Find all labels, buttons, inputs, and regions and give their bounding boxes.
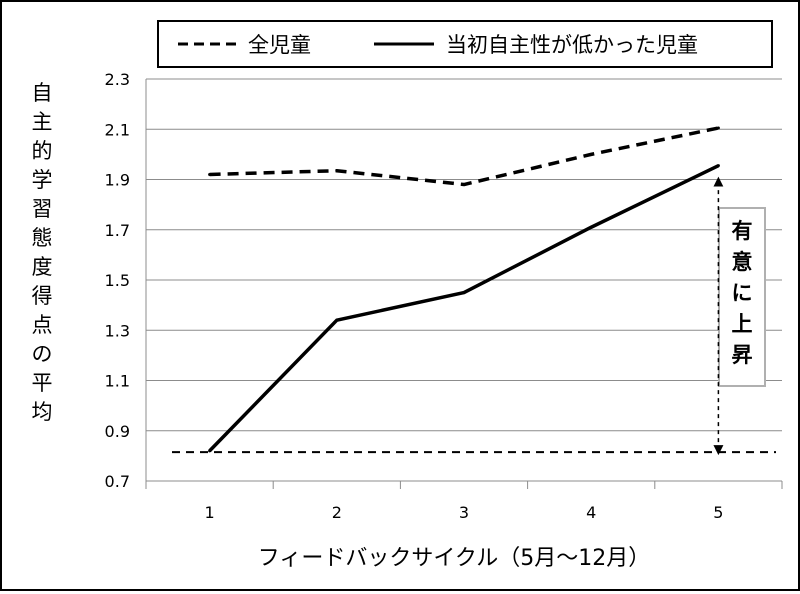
y-tick-label-0: 0.7	[105, 472, 130, 491]
y-tick-label-3: 1.3	[105, 321, 130, 340]
x-axis-label: フィードバックサイクル（5月〜12月）	[258, 546, 650, 571]
legend: 全児童 当初自主性が低かった児童	[157, 20, 773, 68]
annotation: 有意に上昇	[713, 176, 766, 456]
annotation-char: 昇	[732, 343, 753, 367]
y-tick-label-1: 0.9	[105, 422, 130, 441]
data-point-s0-3	[589, 152, 593, 156]
annotation-char: 上	[732, 312, 753, 336]
legend-label-all: 全児童	[248, 33, 311, 57]
data-point-s1-3	[589, 225, 593, 229]
y-tick-label-7: 2.1	[105, 120, 130, 139]
data-point-s0-2	[462, 183, 466, 187]
y-axis-label-char: 態	[32, 226, 53, 250]
x-tick-label-1: 2	[332, 503, 342, 522]
y-axis-label-char: 習	[32, 197, 53, 221]
y-axis-label-char: 度	[32, 255, 53, 279]
annotation-text: 有意に上昇	[732, 219, 753, 367]
annotation-box	[718, 207, 766, 387]
data-point-s1-1	[335, 318, 339, 322]
legend-label-low: 当初自主性が低かった児童	[446, 33, 698, 57]
y-axis-label-char: 的	[32, 139, 53, 163]
y-axis-label-char: 平	[32, 371, 53, 395]
annotation-char: に	[732, 281, 753, 305]
annotation-char: 有	[732, 219, 753, 243]
x-tick-label-0: 1	[205, 503, 215, 522]
y-axis-label-char: 均	[32, 400, 53, 424]
y-tick-label-2: 1.1	[105, 372, 130, 391]
y-axis-label-char: 学	[32, 168, 53, 192]
y-tick-label-5: 1.7	[105, 221, 130, 240]
plot-area: 0.7 0.9 1.1 1.3 1.5 1.7 1.9 2.1 2.3 1 2 3 4 5	[105, 70, 783, 522]
x-tick-label-3: 4	[586, 503, 596, 522]
y-axis-label-char: の	[32, 342, 53, 366]
annotation-char: 意	[732, 250, 753, 274]
y-tick-label-6: 1.9	[105, 171, 130, 190]
y-tick-label-4: 1.5	[105, 271, 130, 290]
y-tick-label-8: 2.3	[105, 70, 130, 89]
legend-frame	[157, 20, 773, 68]
x-tick-label-2: 3	[459, 503, 469, 522]
y-axis-label-char: 自	[32, 81, 53, 105]
data-point-s0-0	[208, 172, 212, 176]
data-point-s1-4	[716, 164, 720, 168]
x-tick-label-4: 5	[713, 503, 723, 522]
data-point-s1-2	[462, 291, 466, 295]
y-axis-label: 自主的学習態度得点の平均	[32, 81, 53, 424]
data-point-s0-4	[716, 126, 720, 130]
series-line-1	[208, 164, 720, 453]
data-point-s0-1	[335, 169, 339, 173]
series-line-0	[209, 126, 719, 187]
y-axis-label-char: 主	[32, 110, 53, 134]
y-axis-label-char: 点	[32, 313, 53, 337]
y-axis-label-char: 得	[32, 284, 53, 308]
data-point-s1-0	[208, 449, 212, 453]
